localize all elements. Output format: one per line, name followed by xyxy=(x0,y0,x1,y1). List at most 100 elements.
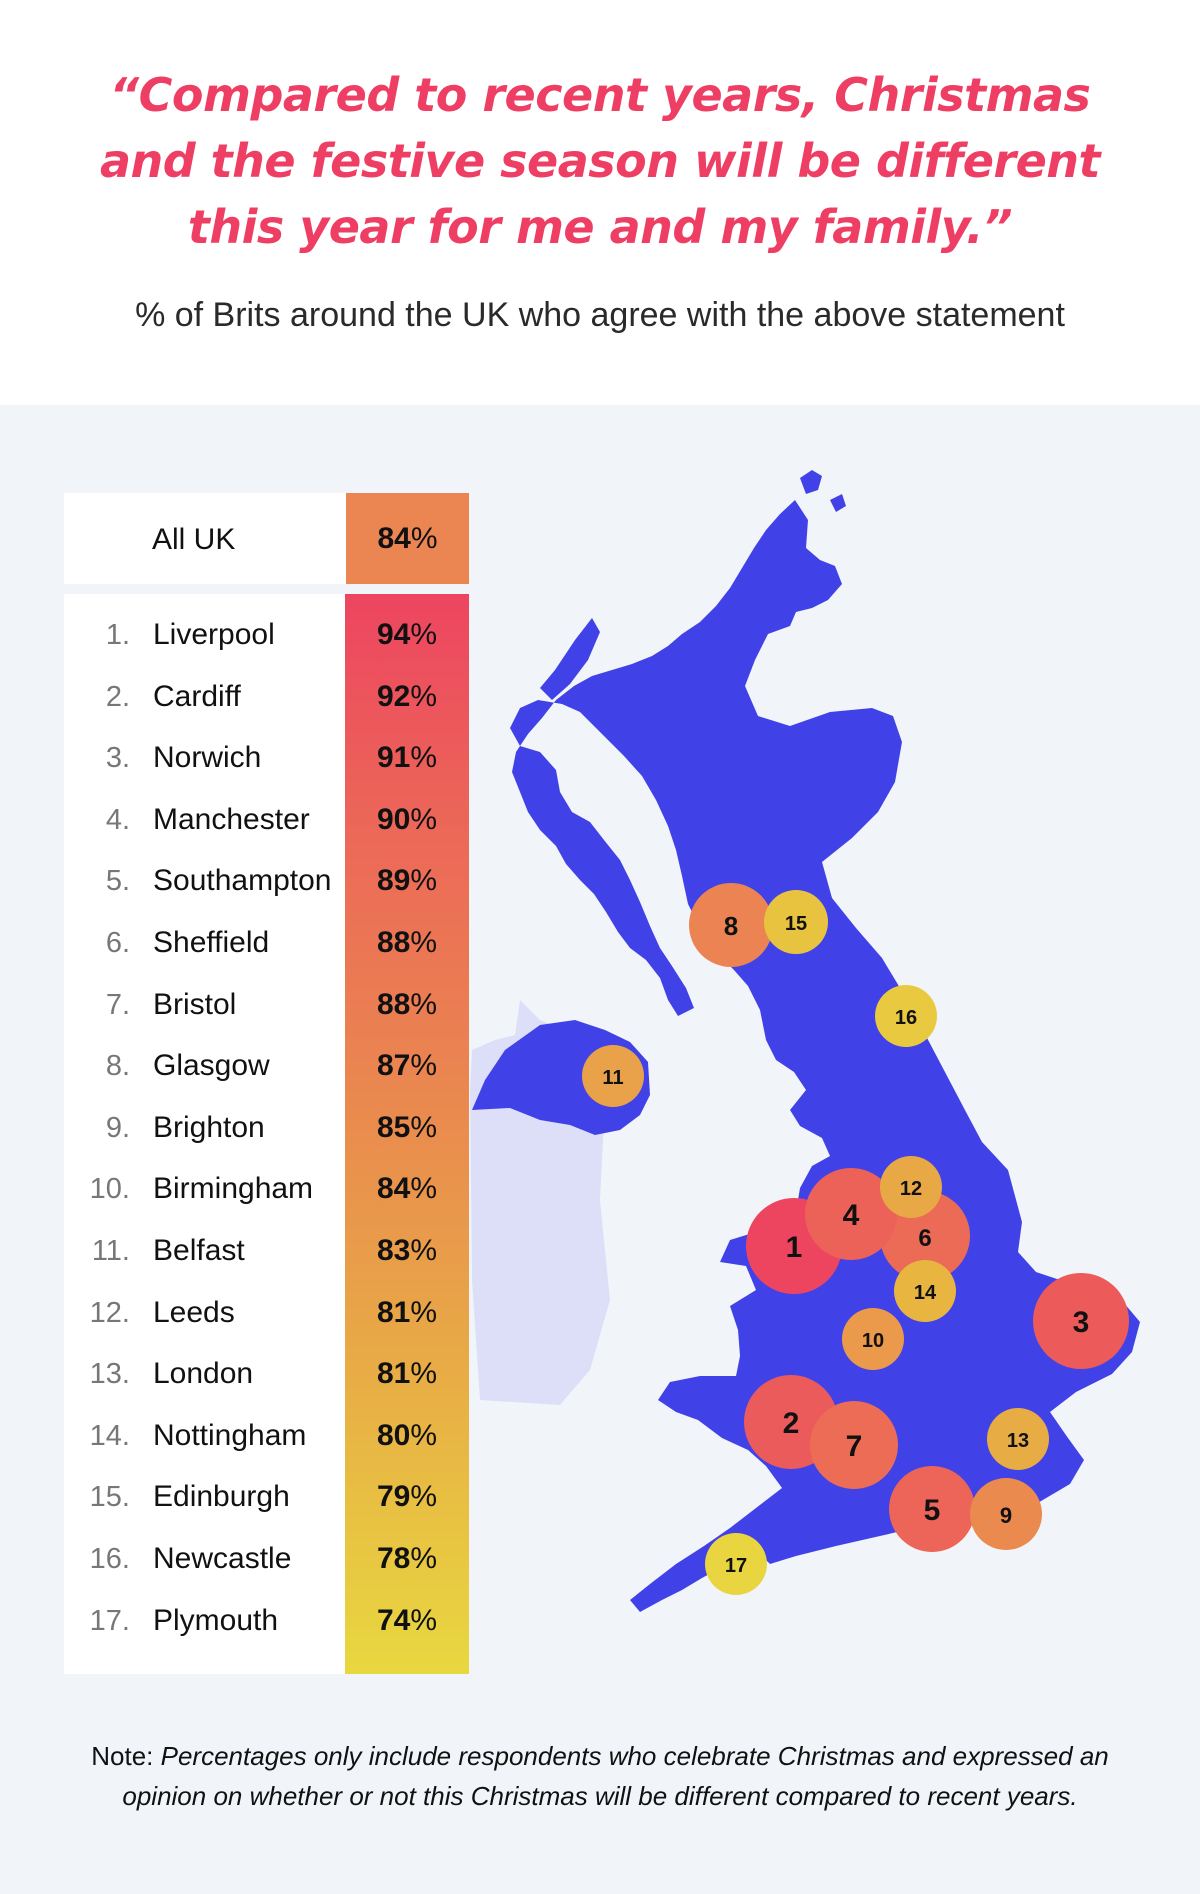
headline-line-1: “Compared to recent years, Christmas xyxy=(109,68,1091,122)
rank-number: 10. xyxy=(89,1173,130,1206)
city-percentage-unit: % xyxy=(410,802,438,836)
rank-number: 1. xyxy=(105,619,130,651)
city-rankings-table: 1. Liverpool 94% 2. Cardiff 92% 3. Norwich 91% 4.… xyxy=(64,594,469,1674)
rank-number: 8. xyxy=(105,1050,130,1083)
rank-number: 17. xyxy=(89,1604,130,1637)
city-percentage: 89% xyxy=(345,850,469,912)
city-percentage: 81% xyxy=(345,1343,469,1405)
all-uk-unit: % xyxy=(410,522,438,555)
headline-line-3: this year for me and my family.” xyxy=(187,200,1013,254)
city-percentage: 91% xyxy=(345,727,469,789)
city-percentage-unit: % xyxy=(410,1542,438,1575)
city-percentage-unit: % xyxy=(410,679,438,713)
city-percentage-number: 84 xyxy=(376,1172,411,1206)
rank-number: 14. xyxy=(89,1419,130,1452)
ranking-row: 14. Nottingham 80% xyxy=(64,1405,469,1467)
city-percentage: 74% xyxy=(345,1590,469,1652)
note-line-2: opinion on whether or not this Christmas… xyxy=(122,1781,1078,1811)
map-marker-4: 4 xyxy=(805,1168,897,1260)
map-marker-5: 5 xyxy=(889,1466,975,1552)
rank-number: 4. xyxy=(105,803,130,836)
city-percentage: 80% xyxy=(345,1405,469,1467)
ranking-row: 12. Leeds 81% xyxy=(64,1282,469,1344)
rank-number: 12. xyxy=(89,1296,130,1329)
city-percentage-number: 83 xyxy=(376,1234,411,1267)
city-percentage: 88% xyxy=(345,974,469,1036)
marker-label-14: 14 xyxy=(914,1282,937,1304)
city-name: Belfast xyxy=(153,1234,245,1267)
map-marker-11: 11 xyxy=(582,1045,644,1107)
city-percentage-unit: % xyxy=(410,1603,438,1637)
city-percentage: 81% xyxy=(345,1282,469,1344)
city-percentage-number: 85 xyxy=(376,1110,411,1144)
marker-label-11: 11 xyxy=(602,1067,623,1089)
city-percentage-unit: % xyxy=(410,1357,438,1391)
city-percentage: 83% xyxy=(345,1220,469,1282)
ranking-row: 6. Sheffield 88% xyxy=(64,912,469,974)
marker-label-3: 3 xyxy=(1073,1306,1090,1339)
ranking-row: 2. Cardiff 92% xyxy=(64,666,469,728)
marker-label-5: 5 xyxy=(924,1494,941,1527)
rank-number: 11. xyxy=(91,1235,130,1267)
city-name: Cardiff xyxy=(153,679,241,713)
uk-map: 1 2 3 6 4 12 14 10 7 13 5 9 xyxy=(470,470,1140,1612)
city-percentage: 92% xyxy=(345,666,469,728)
map-marker-8: 8 xyxy=(689,883,773,967)
city-percentage-unit: % xyxy=(410,1418,438,1452)
all-uk-row: All UK 84% xyxy=(64,493,469,584)
city-percentage: 94% xyxy=(345,604,469,666)
footnote: Note: Percentages only include responden… xyxy=(60,1736,1140,1816)
ranking-row: 7. Bristol 88% xyxy=(64,974,469,1036)
great-britain-landmass xyxy=(510,500,1140,1612)
map-marker-12: 12 xyxy=(880,1156,942,1218)
headline-quote: “Compared to recent years, Christmas and… xyxy=(40,62,1160,260)
ranking-row: 17. Plymouth 74% xyxy=(64,1590,469,1652)
city-percentage-unit: % xyxy=(410,741,438,775)
city-name: Sheffield xyxy=(153,926,270,959)
ranking-row: 1. Liverpool 94% xyxy=(64,604,469,666)
city-percentage-number: 81 xyxy=(376,1295,411,1329)
rank-number: 9. xyxy=(105,1111,130,1144)
ranking-color-bar xyxy=(345,594,469,1674)
city-percentage-unit: % xyxy=(410,926,438,959)
northern-isles xyxy=(800,470,846,512)
city-name: Birmingham xyxy=(153,1172,314,1206)
ranking-row: 8. Glasgow 87% xyxy=(64,1035,469,1097)
ranking-row: 15. Edinburgh 79% xyxy=(64,1466,469,1528)
city-name: Newcastle xyxy=(153,1542,292,1575)
marker-label-4: 4 xyxy=(843,1199,860,1232)
marker-label-1: 1 xyxy=(786,1231,803,1264)
city-percentage-number: 74 xyxy=(376,1603,411,1637)
city-name: London xyxy=(153,1357,254,1391)
marker-label-12: 12 xyxy=(900,1178,922,1200)
rank-number: 16. xyxy=(89,1543,130,1575)
map-marker-17: 17 xyxy=(705,1533,767,1595)
marker-label-2: 2 xyxy=(783,1407,800,1440)
ranking-row: 3. Norwich 91% xyxy=(64,727,469,789)
city-percentage-unit: % xyxy=(410,1295,438,1329)
city-percentage-number: 87 xyxy=(376,1049,411,1083)
city-percentage-number: 81 xyxy=(376,1357,411,1391)
city-percentage-unit: % xyxy=(410,987,438,1021)
city-percentage: 88% xyxy=(345,912,469,974)
map-marker-10: 10 xyxy=(842,1308,904,1370)
ranking-row: 9. Brighton 85% xyxy=(64,1097,469,1159)
note-line-1: Percentages only include respondents who… xyxy=(160,1741,1109,1771)
city-percentage: 85% xyxy=(345,1097,469,1159)
city-name: Manchester xyxy=(153,802,310,836)
all-uk-label: All UK xyxy=(152,523,236,556)
headline-line-2: and the festive season will be different xyxy=(99,134,1101,188)
ranking-row: 13. London 81% xyxy=(64,1343,469,1405)
city-percentage-number: 92 xyxy=(376,679,411,713)
city-percentage: 84% xyxy=(345,1158,469,1220)
city-name: Southampton xyxy=(153,864,332,898)
city-percentage-unit: % xyxy=(410,1049,438,1083)
city-percentage-unit: % xyxy=(410,864,438,898)
marker-label-9: 9 xyxy=(1000,1503,1012,1528)
city-percentage: 87% xyxy=(345,1035,469,1097)
rank-number: 13. xyxy=(89,1358,130,1391)
city-name: Brighton xyxy=(153,1110,265,1144)
marker-label-6: 6 xyxy=(918,1225,931,1252)
marker-label-16: 16 xyxy=(895,1007,917,1029)
city-percentage: 78% xyxy=(345,1528,469,1590)
